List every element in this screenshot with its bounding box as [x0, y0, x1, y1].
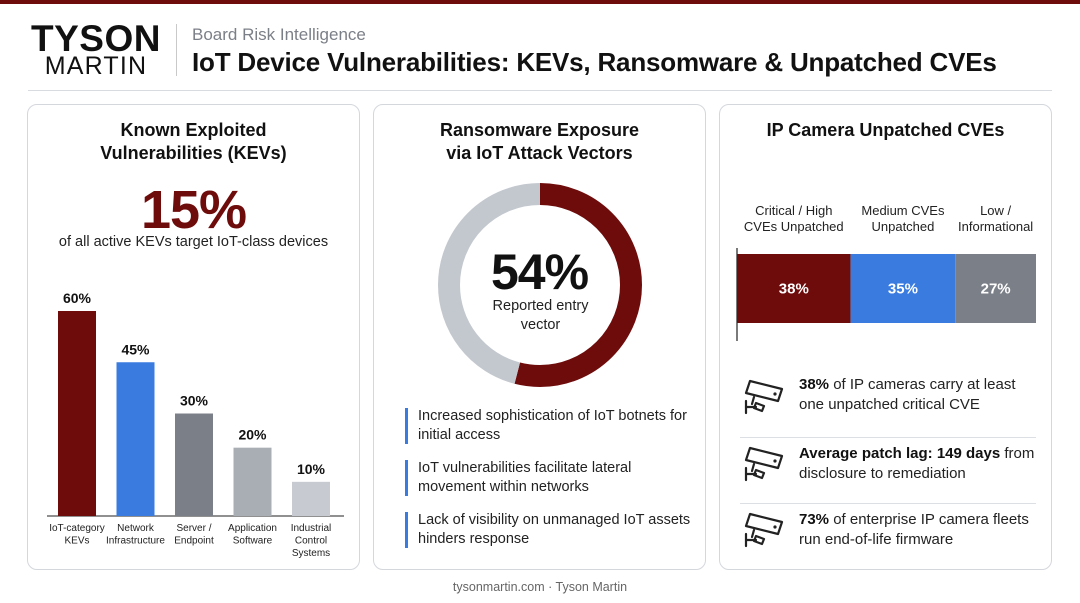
bar-value-label: 30% [180, 393, 209, 409]
stat-bold: Average patch lag: 149 days [799, 445, 1001, 462]
bar [233, 447, 272, 516]
x-tick-label: Infrastructure [106, 536, 165, 547]
x-tick-label: Endpoint [174, 536, 214, 547]
x-tick-label: KEVs [64, 536, 89, 547]
bar-value-label: 45% [121, 341, 150, 357]
bar [292, 481, 330, 516]
top-accent-bar [0, 0, 1080, 4]
donut-center-caption: Reported entry vector [492, 298, 589, 333]
bar-value-label: 20% [238, 427, 267, 443]
bullet-accent [405, 512, 408, 548]
logo-top-text: TYSON [31, 18, 161, 59]
stat-bold: 73% [799, 511, 830, 528]
bullet-text: Lack of visibility on unmanaged IoT asse… [418, 512, 691, 547]
x-tick-label: Server / [176, 523, 211, 534]
bullet-text: IoT vulnerabilities facilitate lateral m… [418, 460, 632, 495]
bar [175, 413, 213, 516]
segment-category-label: Critical / High CVEs Unpatched [743, 203, 844, 234]
bullet-item: IoT vulnerabilities facilitate lateral m… [405, 459, 695, 497]
bullet-accent [405, 460, 408, 496]
segment-value-label: 38% [779, 281, 809, 298]
bullet-accent [405, 408, 408, 444]
bullet-text: Increased sophistication of IoT botnets … [418, 408, 687, 443]
stat-text: from disclosure to remediation [799, 445, 1035, 482]
ransomware-donut-chart [438, 183, 642, 387]
segment-value-label: 27% [981, 281, 1011, 298]
segment-category-label: Medium CVEs Unpatched [861, 203, 945, 234]
footer-credit: tysonmartin.com · Tyson Martin [452, 580, 628, 594]
stat-text: of enterprise IP camera fleets run end-o… [799, 511, 1029, 548]
kev-big-caption: of all active KEVs target IoT-class devi… [58, 234, 329, 250]
x-tick-label: Industrial [291, 523, 332, 534]
bullet-item: Lack of visibility on unmanaged IoT asse… [405, 511, 695, 549]
kev-bar-chart: 60% IoT-category KEVs 45% Network Infrastruct… [47, 290, 344, 559]
logo-bottom-text: MARTIN [44, 52, 148, 80]
bar-value-label: 10% [297, 461, 326, 477]
bar [116, 362, 155, 516]
x-tick-label: Systems [292, 548, 330, 559]
cve-stacked-bar: 38% 35% 27% [736, 248, 1036, 341]
ransomware-bullet-list: Increased sophistication of IoT botnets … [405, 407, 695, 563]
bar [58, 311, 96, 516]
donut-slice-remainder [438, 183, 642, 387]
stat-text: of IP cameras carry at least one unpatch… [799, 376, 1016, 413]
stat-row: 73% of enterprise IP camera fleets run e… [740, 503, 1036, 569]
security-camera-icon [744, 379, 784, 415]
stack-segment [955, 254, 1036, 323]
x-tick-label: Network [117, 523, 155, 534]
camera-stats-list: 38% of IP cameras carry at least one unp… [740, 371, 1036, 569]
segment-value-label: 35% [888, 281, 918, 298]
stat-row: 38% of IP cameras carry at least one unp… [740, 371, 1036, 437]
x-tick-label: Software [233, 536, 273, 547]
ransomware-panel-title: Ransomware Exposure via IoT Attack Vecto… [439, 120, 640, 163]
stat-bold: 38% [799, 376, 830, 393]
kev-big-value: 15% [140, 180, 247, 240]
bullet-item: Increased sophistication of IoT botnets … [405, 407, 695, 445]
x-tick-label: IoT-category [49, 523, 105, 534]
page-title: IoT Device Vulnerabilities: KEVs, Ransom… [192, 47, 997, 77]
x-tick-label: Application [228, 523, 277, 534]
x-tick-label: Control [295, 536, 327, 547]
donut-center-value: 54% [490, 244, 589, 300]
segment-category-label: Low / Informational [958, 203, 1034, 234]
header-divider [176, 24, 177, 76]
ransomware-panel: Ransomware Exposure via IoT Attack Vecto… [373, 104, 706, 570]
camera-panel-title: IP Camera Unpatched CVEs [766, 120, 1005, 140]
kev-panel: Known Exploited Vulnerabilities (KEVs) 1… [27, 104, 360, 570]
stack-segment [850, 254, 956, 323]
bar-value-label: 60% [63, 290, 92, 306]
stack-segment [737, 254, 851, 323]
kev-panel-title: Known Exploited Vulnerabilities (KEVs) [100, 120, 287, 163]
security-camera-icon [744, 512, 784, 548]
page-subtitle: Board Risk Intelligence [192, 25, 366, 44]
camera-panel: IP Camera Unpatched CVEs Critical / High… [719, 104, 1052, 570]
header-rule [28, 90, 1052, 91]
brand-logo: TYSON MARTIN [30, 18, 162, 80]
stat-row: Average patch lag: 149 days from disclos… [740, 437, 1036, 503]
security-camera-icon [744, 446, 784, 482]
